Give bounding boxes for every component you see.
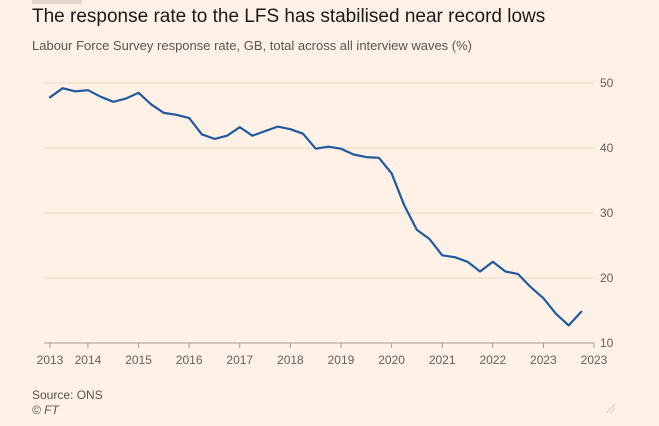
x-tick-label: 2014 [75, 353, 102, 367]
y-tick-label: 10 [600, 336, 614, 350]
x-tick-label: 2020 [378, 353, 405, 367]
y-tick-label: 20 [600, 271, 614, 285]
x-tick-label: 2016 [176, 353, 203, 367]
y-axis-ticks: 10 20 30 40 50 [600, 76, 614, 350]
y-tick-label: 40 [600, 141, 614, 155]
source-note: Source: ONS [32, 388, 103, 402]
x-tick-label: 2021 [429, 353, 456, 367]
x-tick-label: 2018 [277, 353, 304, 367]
chart-title: The response rate to the LFS has stabili… [32, 6, 546, 27]
x-tick-label: 2023 [581, 353, 608, 367]
resize-handle-icon[interactable] [604, 402, 616, 414]
y-tick-label: 50 [600, 76, 614, 90]
x-tick-label: 2019 [328, 353, 355, 367]
x-tick-label: 2023 [530, 353, 557, 367]
chart-subtitle: Labour Force Survey response rate, GB, t… [32, 38, 473, 53]
x-tick-label: 2022 [479, 353, 506, 367]
x-tick-label: 2017 [226, 353, 253, 367]
top-rule [32, 0, 82, 4]
series-layer [48, 87, 583, 327]
x-tick-label: 2015 [125, 353, 152, 367]
x-tick-label: 2013 [37, 353, 64, 367]
series-line [48, 87, 583, 327]
ft-credit: © FT [32, 403, 59, 417]
gridlines [44, 82, 594, 344]
y-tick-label: 30 [600, 206, 614, 220]
x-axis-ticks: 2013 2014 2015 2016 2017 2018 2019 2020 2021 2022… [37, 343, 608, 367]
